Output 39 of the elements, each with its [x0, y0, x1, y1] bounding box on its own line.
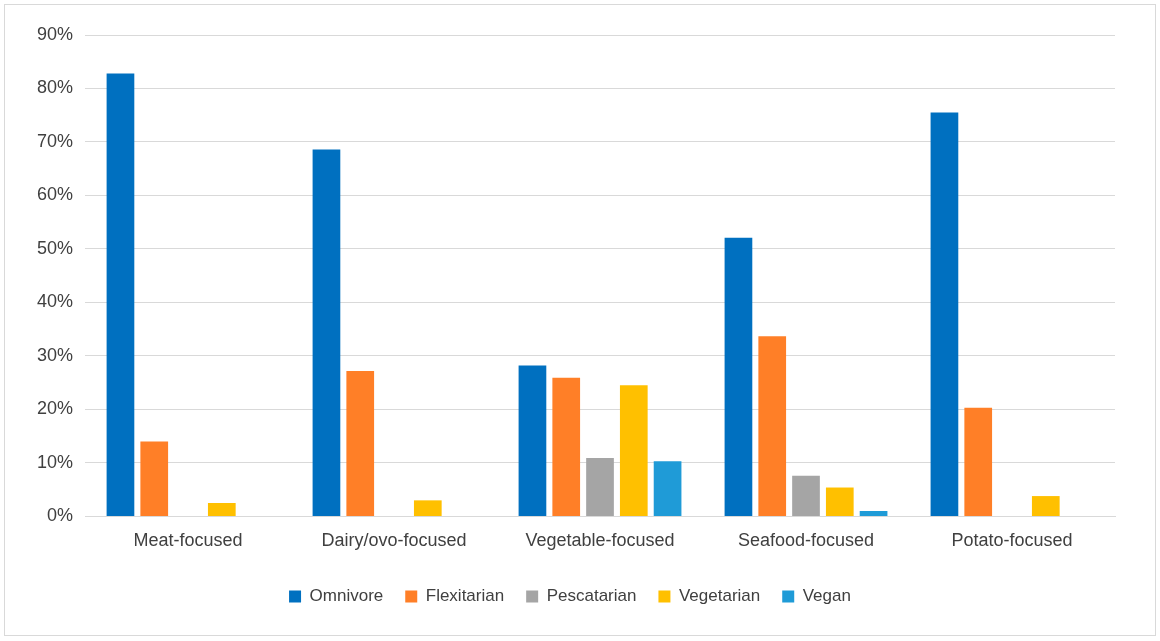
bar	[207, 503, 236, 516]
bar	[552, 377, 581, 516]
bar	[792, 475, 820, 516]
bar	[518, 365, 547, 516]
bar	[930, 112, 959, 516]
bar	[586, 458, 614, 516]
y-tick-label: 80%	[37, 77, 74, 98]
bar	[106, 73, 135, 516]
y-tick-label: 20%	[37, 398, 74, 419]
bar	[1031, 496, 1060, 516]
y-tick-label: 0%	[47, 505, 74, 526]
bar	[859, 511, 888, 516]
y-tick-label: 70%	[37, 130, 74, 151]
x-tick-label: Vegetable-focused	[525, 530, 675, 551]
legend-label: Pescatarian	[546, 586, 637, 606]
x-tick-label: Potato-focused	[951, 530, 1073, 551]
y-tick-label: 30%	[37, 344, 74, 365]
bar	[346, 370, 375, 516]
y-tick-label: 60%	[37, 184, 74, 205]
y-tick-label: 40%	[37, 291, 74, 312]
legend-label: Flexitarian	[425, 586, 505, 606]
x-tick-label: Meat-focused	[133, 530, 243, 551]
x-tick-label: Seafood-focused	[737, 530, 875, 551]
y-tick-label: 90%	[37, 23, 74, 44]
y-tick-label: 10%	[37, 451, 74, 472]
bar	[964, 407, 993, 516]
bar	[724, 237, 753, 516]
legend-label: Omnivore	[309, 586, 384, 606]
bar	[413, 500, 442, 516]
legend-label: Vegan	[802, 586, 851, 606]
bar	[140, 441, 169, 516]
y-tick-label: 50%	[37, 237, 74, 258]
x-tick-label: Dairy/ovo-focused	[321, 530, 467, 551]
bar	[619, 385, 648, 516]
bar	[825, 487, 854, 516]
bar	[312, 149, 341, 516]
bar	[653, 461, 682, 516]
legend-label: Vegetarian	[678, 586, 761, 606]
bar	[758, 336, 787, 516]
